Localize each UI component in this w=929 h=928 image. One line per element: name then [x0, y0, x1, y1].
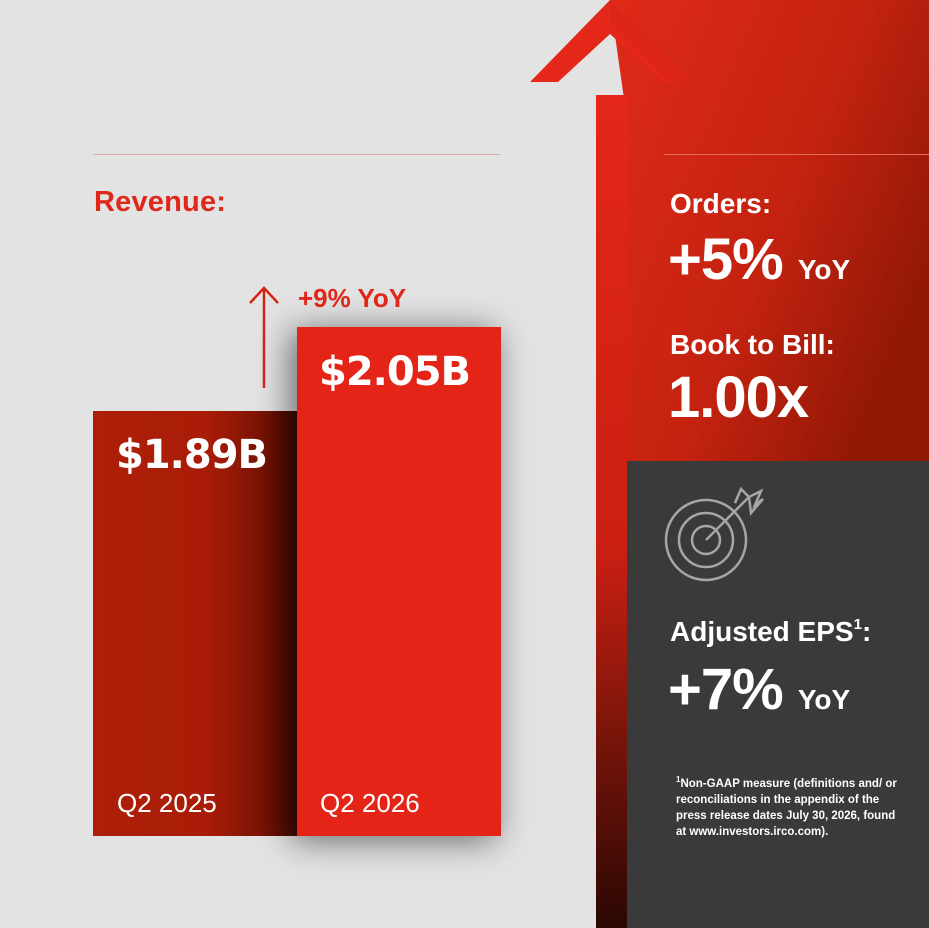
footnote-text: Non-GAAP measure (definitions and/ or re… — [676, 777, 897, 838]
book-to-bill-value: 1.00x — [668, 365, 809, 430]
divider — [664, 154, 929, 155]
eps-panel — [627, 461, 929, 928]
orders-value-number: +5% — [668, 227, 784, 292]
orders-label: Orders: — [670, 188, 772, 219]
bar-category-label-q2-2026: Q2 2026 — [320, 788, 420, 818]
divider — [93, 154, 500, 155]
chart-title: Revenue: — [94, 186, 227, 218]
bar-category-label-q2-2025: Q2 2025 — [117, 788, 217, 818]
adjusted-eps-value: +7% YoY — [668, 656, 850, 723]
orders-value: +5% YoY — [668, 226, 850, 293]
book-to-bill-label: Book to Bill: — [670, 329, 835, 360]
adjusted-eps-value-unit: YoY — [797, 684, 851, 715]
target-icon — [664, 486, 764, 582]
footnote-marker: 1 — [676, 775, 681, 784]
adjusted-eps-value-number: +7% — [668, 657, 784, 722]
adjusted-eps-label: Adjusted EPS1: — [670, 616, 871, 648]
footnote: 1Non-GAAP measure (definitions and/ or r… — [676, 772, 906, 840]
orders-value-unit: YoY — [797, 254, 851, 285]
bar-value-label-q2-2025: $1.89B — [116, 432, 268, 478]
footnote-marker: 1 — [853, 616, 862, 633]
bar-q2-2025 — [93, 411, 300, 836]
adjusted-eps-label-suffix: : — [861, 616, 872, 647]
adjusted-eps-label-text: Adjusted EPS — [670, 616, 854, 647]
bar-value-label-q2-2026: $2.05B — [319, 349, 471, 395]
bar-q2-2026 — [297, 327, 501, 836]
yoy-change-label: +9% YoY — [298, 283, 407, 313]
arrow-up-icon — [249, 286, 279, 388]
